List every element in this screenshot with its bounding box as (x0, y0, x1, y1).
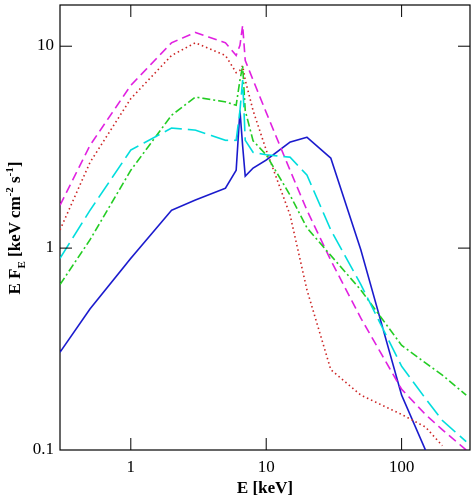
y-tick-label: 0.1 (33, 439, 54, 458)
series-line (60, 79, 467, 443)
y-axis-label: E FE [keV cm-2 s-1] (4, 161, 28, 294)
y-tick-label: 1 (46, 237, 55, 256)
y-axis-label-part: -2 (4, 187, 16, 197)
plot-frame (59, 4, 471, 451)
lines (60, 25, 467, 450)
y-axis-label-part: s (5, 176, 24, 187)
series-line (60, 25, 467, 450)
y-axis-label-part: [keV cm (5, 196, 24, 261)
y-axis-label-part: ] (5, 161, 24, 167)
x-tick-label: 1 (127, 457, 136, 476)
x-tick-label: 10 (258, 457, 275, 476)
series-line (60, 65, 467, 396)
y-tick-label: 10 (37, 35, 54, 54)
x-axis-label: E [keV] (237, 478, 293, 497)
series-line (60, 41, 443, 447)
y-axis-label-part: -1 (4, 167, 16, 176)
y-axis-label-part: E (16, 261, 28, 268)
series-line (60, 110, 427, 450)
y-axis-label-part: E F (5, 269, 24, 295)
x-tick-label: 100 (389, 457, 415, 476)
